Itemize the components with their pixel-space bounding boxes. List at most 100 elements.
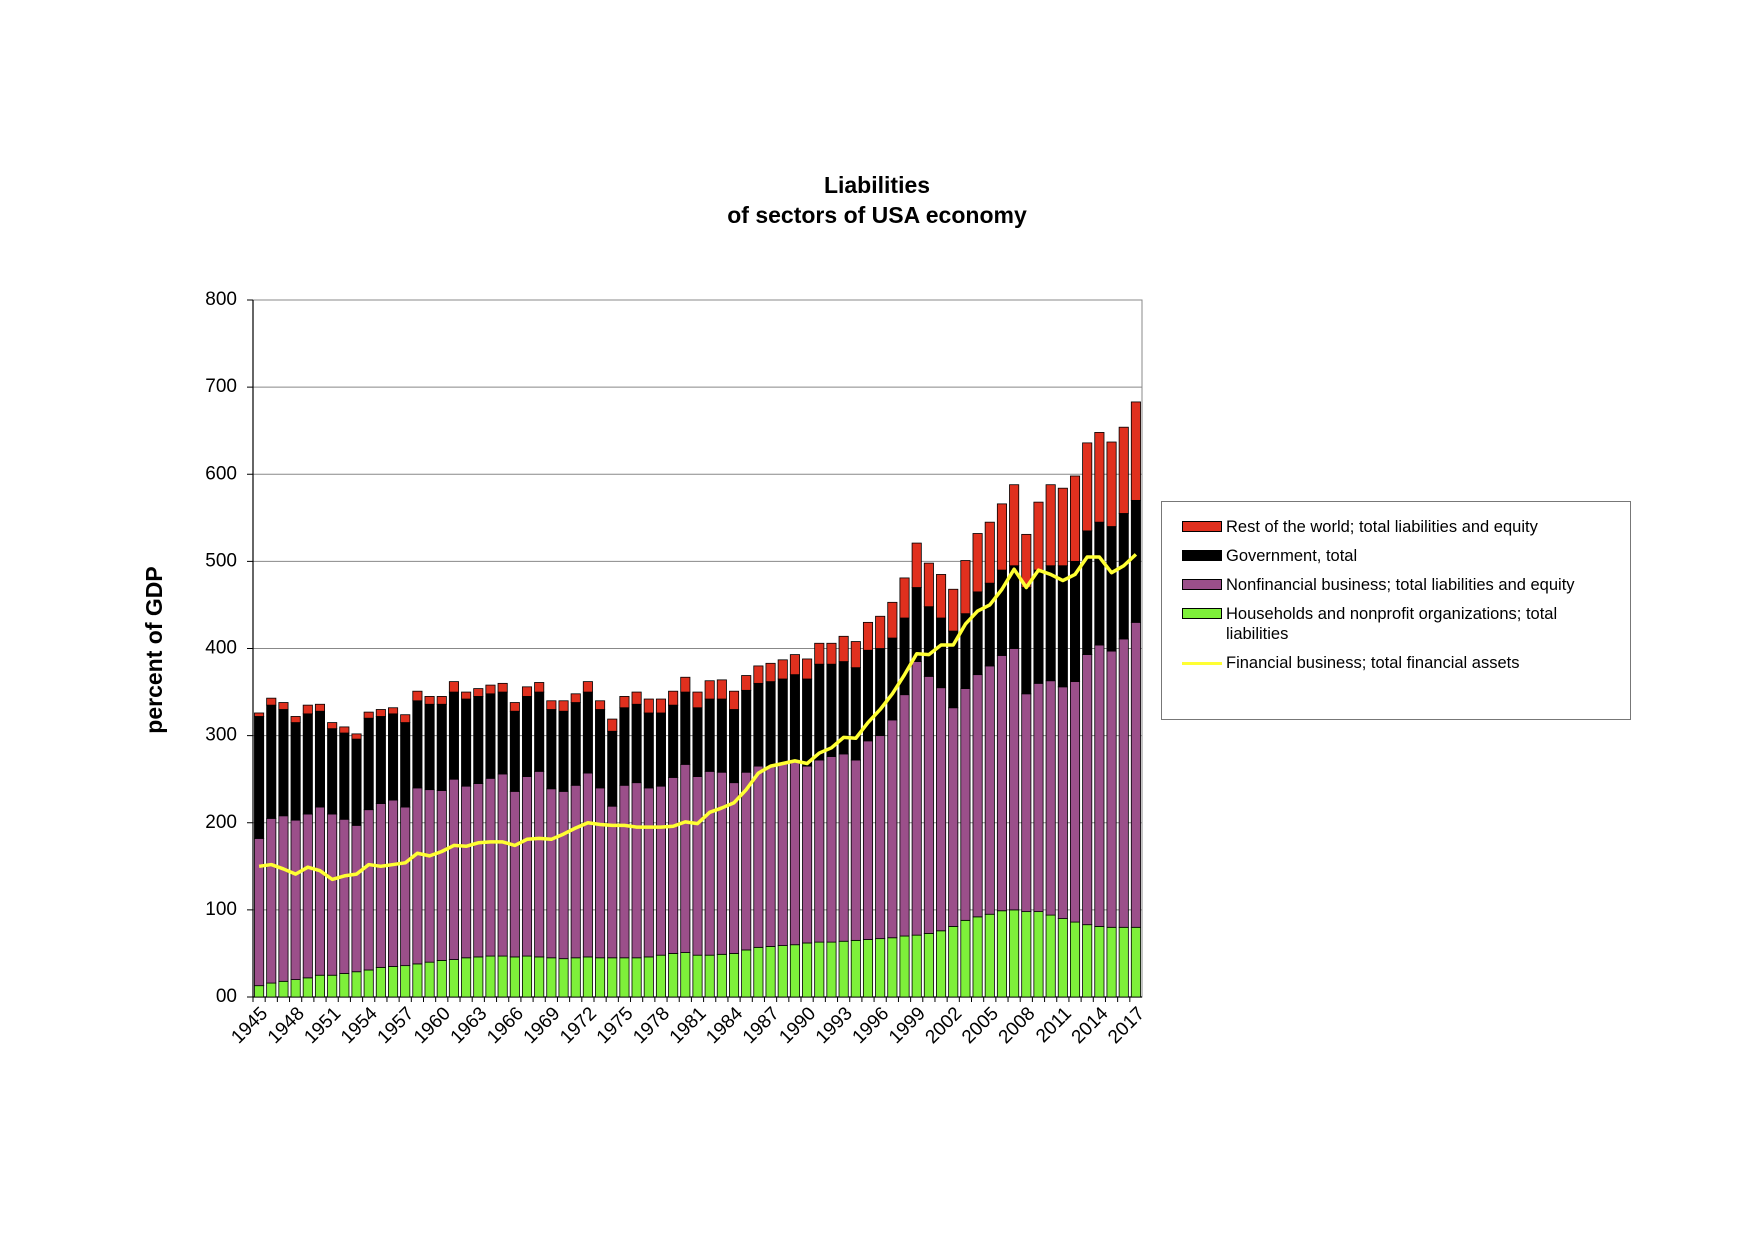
bar-segment (984, 913, 995, 998)
bar-segment (1045, 484, 1056, 567)
bar-segment (668, 704, 679, 778)
bar-segment (1094, 432, 1105, 523)
x-tick-label: 1951 (300, 1003, 345, 1048)
x-tick-label: 1993 (812, 1003, 857, 1048)
bar-segment (339, 818, 350, 974)
x-tick-label: 1963 (447, 1003, 492, 1048)
bar-segment (887, 719, 898, 939)
bar-segment (765, 946, 776, 998)
legend-label: Households and nonprofit organizations; … (1226, 605, 1558, 643)
bar-segment (936, 617, 947, 689)
bar-segment (619, 957, 630, 998)
bar-segment (680, 676, 691, 693)
bar-segment (302, 713, 313, 815)
bar-segment (302, 813, 313, 979)
bar-segment (753, 765, 764, 948)
legend-swatch (1182, 550, 1222, 561)
bar-segment (826, 642, 837, 665)
bar-segment (448, 681, 459, 693)
x-tick-label: 1975 (593, 1003, 638, 1048)
bar-segment (400, 714, 411, 723)
bar-segment (814, 941, 825, 998)
x-tick-label: 1978 (629, 1003, 674, 1048)
bar-segment (789, 944, 800, 998)
bar-segment (412, 690, 423, 702)
bar-segment (339, 732, 350, 820)
bar-segment (655, 785, 666, 956)
bar-segment (960, 919, 971, 998)
bar-segment (619, 784, 630, 959)
bar-segment (936, 574, 947, 619)
bar-segment (948, 588, 959, 632)
bar-segment (266, 704, 277, 819)
bar-segment (534, 691, 545, 772)
bar-segment (643, 712, 654, 789)
bar-segment (1069, 560, 1081, 683)
bar-segment (509, 956, 520, 998)
bar-segment (668, 690, 679, 706)
bar-segment (351, 971, 362, 998)
bar-segment (558, 790, 569, 960)
bar-segment (923, 675, 934, 934)
x-tick-label: 2008 (995, 1003, 1040, 1048)
bar-segment (314, 974, 326, 998)
bar-segment (595, 700, 606, 710)
bar-segment (485, 955, 496, 998)
bar-segment (582, 681, 593, 693)
bar-segment (777, 763, 788, 946)
bar-segment (1130, 621, 1141, 928)
bar-segment (643, 956, 654, 998)
legend-swatch (1182, 608, 1222, 619)
bar-segment (1094, 926, 1105, 998)
bar-segment (363, 717, 374, 811)
bar-segment (1009, 484, 1020, 567)
bar-segment (473, 688, 484, 697)
bar-segment (363, 711, 374, 719)
bar-segment (351, 733, 362, 740)
bar-segment (996, 655, 1007, 912)
bar-segment (570, 702, 581, 786)
bar-segment (838, 635, 849, 662)
bar-segment (765, 681, 776, 767)
bar-segment (826, 756, 837, 943)
bar-segment (1106, 926, 1117, 998)
bar-segment (1021, 587, 1032, 695)
bar-segment (862, 621, 874, 651)
bar-segment (741, 771, 752, 951)
bar-segment (765, 765, 776, 947)
bar-segment (424, 696, 435, 705)
bar-segment (850, 667, 861, 761)
bar-segment (412, 787, 423, 965)
bar-segment (351, 738, 362, 826)
bar-segment (1118, 926, 1129, 998)
bar-segment (327, 728, 338, 815)
bar-segment (558, 710, 569, 792)
bar-segment (1130, 401, 1141, 501)
bar-segment (996, 910, 1007, 998)
bar-segment (875, 615, 886, 649)
bar-segment (1094, 521, 1105, 646)
bar-segment (838, 940, 849, 998)
bar-segment (266, 697, 277, 706)
bar-segment (351, 824, 362, 973)
bar-segment (1082, 924, 1093, 998)
bar-segment (692, 707, 703, 777)
legend-label: Nonfinancial business; total liabilities… (1226, 576, 1575, 594)
bar-segment (875, 735, 886, 940)
bar-segment (400, 965, 411, 998)
bar-segment (704, 954, 715, 998)
bar-segment (534, 956, 545, 998)
bar-segment (753, 665, 764, 684)
legend-item: Financial business; total financial asse… (1182, 653, 1620, 673)
bar-segment (473, 956, 484, 998)
x-tick-label: 2002 (922, 1003, 967, 1048)
bar-segment (923, 932, 934, 998)
bar-segment (911, 934, 922, 998)
legend: Rest of the world; total liabilities and… (1161, 501, 1631, 720)
legend-swatch (1182, 521, 1222, 532)
bar-segment (911, 661, 922, 936)
bar-segment (704, 698, 715, 772)
bar-segment (473, 783, 484, 958)
bar-segment (875, 648, 886, 737)
